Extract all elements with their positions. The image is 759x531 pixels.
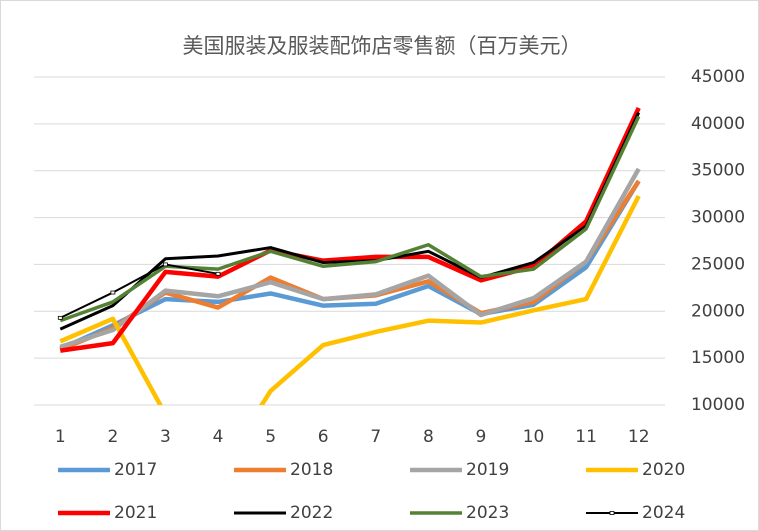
y-tick-label: 30000: [691, 208, 745, 228]
x-tick-label: 11: [575, 427, 597, 447]
legend-marker: [609, 511, 615, 515]
chart-title: 美国服装及服装配饰店零售额（百万美元）: [183, 34, 582, 58]
x-tick-label: 1: [55, 427, 66, 447]
legend-label: 2017: [114, 460, 157, 480]
x-tick-label: 6: [318, 427, 329, 447]
x-tick-label: 10: [523, 427, 545, 447]
x-tick-label: 9: [476, 427, 487, 447]
point-marker: [163, 262, 168, 267]
x-tick-label: 2: [107, 427, 118, 447]
point-marker: [110, 290, 116, 295]
y-tick-label: 25000: [691, 254, 745, 274]
y-tick-label: 10000: [691, 395, 745, 415]
y-tick-label: 35000: [691, 161, 745, 181]
legend-label: 2020: [642, 460, 685, 480]
legend-label: 2022: [290, 503, 333, 523]
legend-label: 2019: [466, 460, 509, 480]
y-tick-label: 15000: [691, 348, 745, 368]
series-line: [59, 167, 641, 350]
legend-label: 2018: [290, 460, 333, 480]
y-tick-label: 45000: [691, 67, 745, 87]
x-tick-label: 4: [213, 427, 224, 447]
legend-label: 2024: [642, 503, 685, 523]
y-tick-label: 20000: [691, 301, 745, 321]
series-line: [59, 263, 219, 319]
series-line: [59, 111, 641, 331]
x-tick-label: 12: [628, 427, 650, 447]
series-line: [59, 106, 641, 353]
legend-label: 2023: [466, 503, 509, 523]
x-tick-label: 5: [265, 427, 276, 447]
legend-label: 2021: [114, 503, 157, 523]
x-tick-label: 8: [423, 427, 434, 447]
series-line: [59, 115, 641, 323]
point-marker: [57, 315, 63, 320]
x-tick-label: 7: [370, 427, 381, 447]
x-tick-label: 3: [160, 427, 171, 447]
series-line: [59, 194, 641, 405]
point-marker: [215, 271, 221, 276]
y-tick-label: 40000: [691, 114, 745, 134]
series-line: [59, 179, 641, 351]
